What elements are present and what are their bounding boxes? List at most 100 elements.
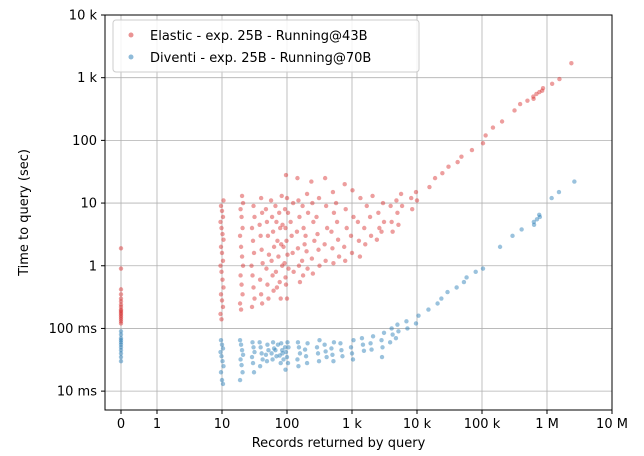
data-point (556, 189, 562, 195)
data-point (426, 307, 431, 312)
data-point (427, 184, 432, 190)
data-point (274, 354, 279, 359)
data-point (446, 164, 451, 169)
data-point (374, 237, 380, 242)
data-point (219, 298, 225, 303)
data-point (265, 233, 271, 239)
data-point (273, 269, 279, 275)
data-point (343, 206, 348, 212)
y-tick-label: 100 (72, 134, 97, 149)
data-point (265, 342, 270, 347)
data-point (274, 219, 279, 225)
data-point (322, 342, 327, 347)
data-point (339, 347, 344, 353)
data-point (379, 354, 385, 360)
data-point (259, 301, 265, 306)
data-point (251, 203, 256, 209)
data-point (118, 321, 124, 326)
data-point (377, 225, 382, 231)
data-point (310, 200, 315, 206)
data-point (331, 359, 336, 364)
data-point (218, 311, 223, 317)
data-point (322, 175, 328, 181)
data-point (334, 219, 340, 225)
data-point (251, 250, 257, 256)
data-point (368, 233, 374, 239)
data-point (250, 340, 255, 345)
data-point (269, 258, 274, 263)
data-point (297, 214, 302, 220)
data-point (258, 233, 263, 239)
data-point (330, 189, 336, 195)
data-point (295, 340, 301, 345)
data-point (290, 250, 295, 256)
data-point (240, 370, 245, 375)
data-point (220, 231, 225, 237)
plot-frame (104, 14, 613, 411)
data-point (239, 254, 245, 259)
data-point (329, 229, 334, 234)
data-point (279, 242, 284, 247)
data-point (300, 203, 305, 209)
data-point (118, 304, 124, 310)
data-point (220, 346, 226, 351)
data-point (278, 225, 283, 231)
data-point (282, 206, 288, 212)
data-point (219, 208, 225, 214)
data-point (237, 233, 243, 239)
data-point (370, 193, 375, 199)
data-point (283, 225, 288, 231)
legend: Elastic - exp. 25B - Running@43B Diventi … (112, 19, 420, 73)
data-point (364, 203, 369, 209)
data-point (259, 210, 265, 215)
data-point (540, 88, 545, 93)
data-point (324, 354, 329, 360)
data-point (534, 217, 540, 222)
data-point (348, 233, 354, 239)
data-point (118, 296, 124, 301)
data-point (264, 359, 270, 364)
data-point (409, 195, 414, 201)
data-point (280, 347, 285, 353)
data-point (413, 321, 419, 326)
data-point (296, 363, 301, 369)
data-point (336, 254, 342, 259)
data-point (323, 203, 329, 209)
data-point (368, 341, 373, 346)
data-point (278, 360, 283, 366)
data-point (240, 200, 246, 206)
data-point (283, 349, 289, 355)
data-point (284, 238, 289, 244)
data-point (238, 206, 243, 212)
data-point (251, 285, 256, 290)
data-point (276, 254, 281, 259)
data-point (118, 329, 124, 334)
data-point (296, 345, 302, 350)
data-point (118, 340, 124, 345)
data-point (220, 258, 226, 263)
data-point (314, 345, 320, 350)
data-point (322, 242, 327, 247)
data-point (379, 337, 384, 343)
data-point (343, 258, 348, 263)
data-point (118, 332, 124, 337)
data-point (519, 227, 524, 232)
data-point (271, 244, 277, 250)
data-point (358, 195, 363, 201)
y-tick-label: 1 (89, 259, 97, 274)
data-point (240, 225, 245, 231)
data-point (118, 337, 124, 343)
data-point (413, 189, 419, 195)
data-point (380, 200, 386, 206)
data-point (275, 342, 281, 347)
data-point (278, 296, 283, 301)
data-point (389, 326, 394, 331)
y-tick-label: 100 ms (49, 322, 98, 337)
data-point (289, 233, 294, 239)
data-point (238, 342, 244, 347)
data-point (317, 337, 322, 343)
data-point (317, 263, 322, 268)
data-point (302, 347, 308, 352)
data-point (396, 222, 401, 228)
data-point (252, 214, 257, 220)
